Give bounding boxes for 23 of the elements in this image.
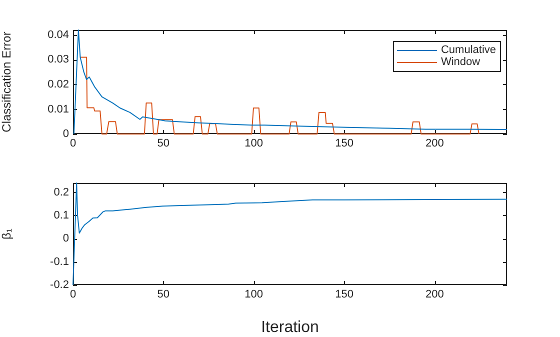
y-tick-label: 0.03 [48, 54, 69, 66]
x-tick-label: 50 [157, 288, 170, 301]
y-axis-title: β₁ [0, 228, 14, 240]
y-tick-label: 0.2 [54, 186, 69, 198]
y-tick-label: 0.01 [48, 103, 69, 116]
legend-label: Window [440, 56, 480, 68]
y-tick-label: 0 [62, 128, 69, 140]
y-tick-label: 0.04 [48, 28, 69, 41]
legend-label: Cumulative [440, 44, 496, 56]
x-axis-title: Iteration [261, 318, 319, 336]
y-tick-label: -0.1 [50, 256, 69, 268]
x-tick-label: 100 [244, 288, 264, 301]
y-tick-label: -0.2 [50, 279, 69, 292]
y-tick-label: 0.02 [48, 78, 69, 91]
x-tick-label: 200 [425, 288, 444, 301]
y-tick-label: 0 [62, 232, 69, 245]
x-tick-label: 150 [335, 288, 354, 301]
y-tick-label: 0.1 [54, 209, 69, 222]
x-tick-label: 50 [157, 138, 170, 150]
x-tick-label: 200 [425, 138, 444, 150]
x-tick-label: 100 [244, 138, 264, 150]
y-axis-title: Classification Error [0, 32, 14, 132]
x-tick-label: 150 [335, 138, 354, 150]
